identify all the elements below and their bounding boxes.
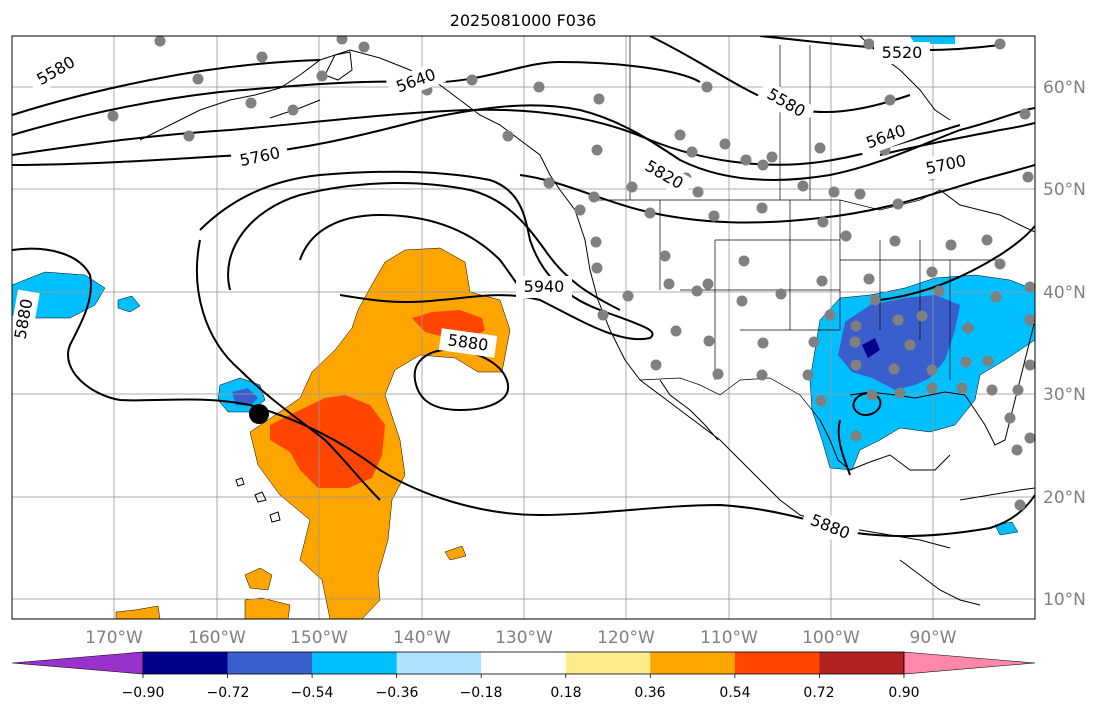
colorbar-segment — [227, 652, 313, 674]
colorbar-tick-label: 0.72 — [803, 685, 834, 701]
lon-labels: 170°W 160°W 150°W 140°W 130°W 120°W 110°… — [85, 628, 957, 648]
contour-label: 5520 — [882, 43, 923, 62]
storm-center-marker — [249, 404, 269, 424]
colorbar-tick-label: 0.36 — [634, 685, 665, 701]
lat-labels: 60°N 50°N 40°N 30°N 20°N 10°N — [1043, 78, 1086, 610]
lon-label: 150°W — [290, 628, 348, 648]
lat-label: 40°N — [1043, 283, 1086, 303]
colorbar-segment — [481, 652, 567, 674]
lon-label: 160°W — [188, 628, 246, 648]
colorbar-tick-label: −0.54 — [291, 685, 334, 701]
lon-label: 100°W — [802, 628, 860, 648]
lon-label: 170°W — [85, 628, 143, 648]
contour-label: 5940 — [524, 277, 565, 296]
map-content: 5580 5640 5580 5520 5640 5700 5760 5820 … — [12, 36, 1035, 619]
colorbar-tick-label: −0.90 — [122, 685, 165, 701]
negative-anomaly-storm-mid — [232, 388, 258, 406]
lon-label: 120°W — [597, 628, 655, 648]
colorbar-segment — [734, 652, 820, 674]
colorbar-tick-labels: −0.90 −0.72 −0.54 −0.36 −0.18 0.18 0.36 … — [122, 685, 920, 701]
colorbar-segment — [565, 652, 651, 674]
negative-anomaly-east — [994, 521, 1019, 536]
station-markers — [107, 36, 1035, 511]
lat-label: 20°N — [1043, 488, 1086, 508]
colorbar-outline — [142, 651, 905, 675]
lat-label: 10°N — [1043, 590, 1086, 610]
political-borders — [598, 36, 1000, 421]
orange-patch-south-3 — [115, 605, 161, 619]
lon-label: 130°W — [495, 628, 553, 648]
lon-label: 110°W — [700, 628, 758, 648]
negative-anomaly-dark-us — [862, 338, 880, 358]
colorbar-extend-low — [11, 651, 144, 675]
colorbar-tick-label: 0.18 — [550, 685, 581, 701]
colorbar-tick-label: 0.90 — [888, 685, 919, 701]
colorbar-tick-label: −0.36 — [376, 685, 419, 701]
colorbar-segment — [650, 652, 736, 674]
colorbar-tick-label: −0.72 — [207, 685, 250, 701]
colorbar-segment — [143, 652, 229, 674]
lat-label: 60°N — [1043, 78, 1086, 98]
lat-label: 30°N — [1043, 385, 1086, 405]
colorbar — [11, 651, 1036, 678]
orange-patch-south-1 — [244, 597, 291, 619]
orange-patch-south-4 — [444, 545, 467, 561]
colorbar-extend-high — [903, 651, 1036, 675]
lon-label: 140°W — [393, 628, 451, 648]
colorbar-segment — [819, 652, 905, 674]
colorbar-segment — [396, 652, 482, 674]
colorbar-tick-label: −0.18 — [460, 685, 503, 701]
negative-anomaly-small-1 — [117, 295, 141, 313]
orange-patch-south-2 — [244, 567, 273, 591]
lat-label: 50°N — [1043, 180, 1086, 200]
map-title: 2025081000 F036 — [450, 11, 597, 30]
colorbar-segment — [312, 652, 398, 674]
map-frame — [11, 35, 1036, 620]
colorbar-tick-label: 0.54 — [719, 685, 750, 701]
lon-label: 90°W — [910, 628, 957, 648]
